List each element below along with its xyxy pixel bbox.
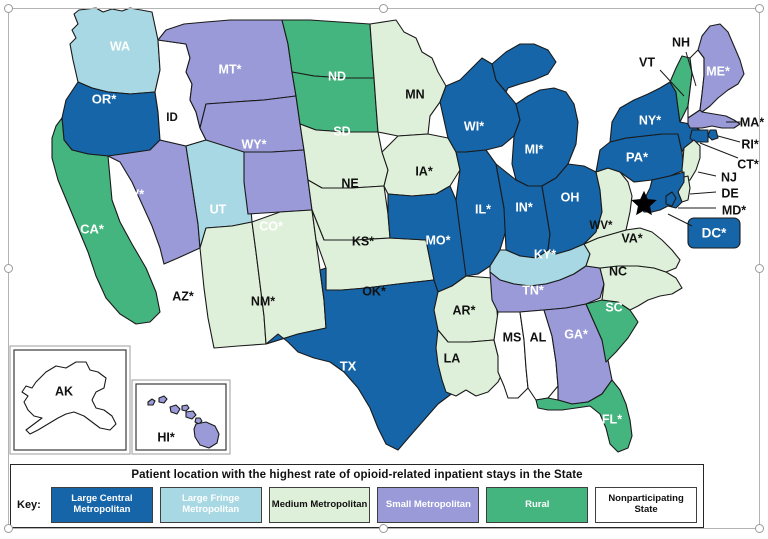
state-label-NH: NH <box>672 35 690 49</box>
state-MA[interactable] <box>687 109 741 129</box>
selection-handle-bottom-center[interactable] <box>379 524 388 533</box>
state-CO[interactable] <box>243 149 313 215</box>
state-label-NJ: NJ <box>721 170 737 184</box>
selection-handle-top-right[interactable] <box>755 4 764 13</box>
leader-VT <box>659 69 685 97</box>
selection-handle-top-center[interactable] <box>379 4 388 13</box>
state-HI[interactable] <box>147 395 220 449</box>
state-CT[interactable] <box>689 129 709 143</box>
state-ND[interactable] <box>281 19 375 79</box>
state-ME[interactable] <box>697 23 745 113</box>
state-WA[interactable] <box>69 7 161 95</box>
state-SD[interactable] <box>291 71 379 133</box>
state-MN[interactable] <box>369 19 447 137</box>
state-IL[interactable] <box>455 149 507 277</box>
selection-handle-bottom-right[interactable] <box>755 524 764 533</box>
map-legend: Patient location with the highest rate o… <box>10 464 704 528</box>
state-label-CT: CT* <box>737 157 759 171</box>
state-label-RI: RI* <box>741 137 759 151</box>
selection-handle-middle-left[interactable] <box>4 264 13 273</box>
selection-handle-middle-right[interactable] <box>755 264 764 273</box>
selection-handle-top-left[interactable] <box>4 4 13 13</box>
legend-swatch-medium-metropolitan[interactable]: Medium Metropolitan <box>268 487 371 523</box>
state-label-DE: DE <box>721 186 738 200</box>
selection-handle-bottom-left[interactable] <box>4 524 13 533</box>
legend-title: Patient location with the highest rate o… <box>131 469 583 481</box>
state-RI[interactable] <box>707 129 719 141</box>
state-AK[interactable] <box>21 361 117 435</box>
state-NY[interactable] <box>609 81 701 153</box>
legend-swatch-row: Key: Large Central Metropolitan Large Fr… <box>11 485 703 525</box>
leader-DC <box>667 213 693 227</box>
dc-star-marker <box>631 190 657 216</box>
leader-CT <box>699 142 739 159</box>
state-NE[interactable] <box>299 123 389 189</box>
legend-swatch-rural[interactable]: Rural <box>486 487 589 523</box>
state-OR[interactable] <box>61 81 161 157</box>
state-MS[interactable] <box>493 311 529 399</box>
state-WV[interactable] <box>583 167 633 245</box>
state-label-VT: VT <box>639 55 655 69</box>
legend-swatch-small-metropolitan[interactable]: Small Metropolitan <box>377 487 480 523</box>
leader-NJ <box>697 171 717 177</box>
legend-swatch-nonparticipating-state[interactable]: Nonparticipating State <box>595 487 697 523</box>
legend-swatch-large-central-metropolitan[interactable]: Large Central Metropolitan <box>51 487 153 523</box>
us-map-graphic[interactable]: WA OR* CA* NV* ID UT AZ* MT* WY* CO* NM*… <box>0 0 768 460</box>
state-label-MD: MD* <box>722 203 746 217</box>
leader-DE <box>689 191 717 195</box>
state-FL[interactable] <box>535 379 633 453</box>
state-LA[interactable] <box>435 329 505 397</box>
legend-key-label: Key: <box>17 499 41 511</box>
state-WY[interactable] <box>199 95 305 153</box>
hawaii-inset-border <box>135 383 227 451</box>
legend-swatch-large-fringe-metropolitan[interactable]: Large Fringe Metropolitan <box>159 487 262 523</box>
state-label-MA: MA* <box>740 115 764 129</box>
leader-RI <box>717 135 741 143</box>
state-DC-callout-box[interactable] <box>687 217 741 249</box>
alaska-inset-border <box>13 349 127 451</box>
leader-NH <box>685 51 697 87</box>
state-label-AZ: AZ* <box>172 289 194 303</box>
